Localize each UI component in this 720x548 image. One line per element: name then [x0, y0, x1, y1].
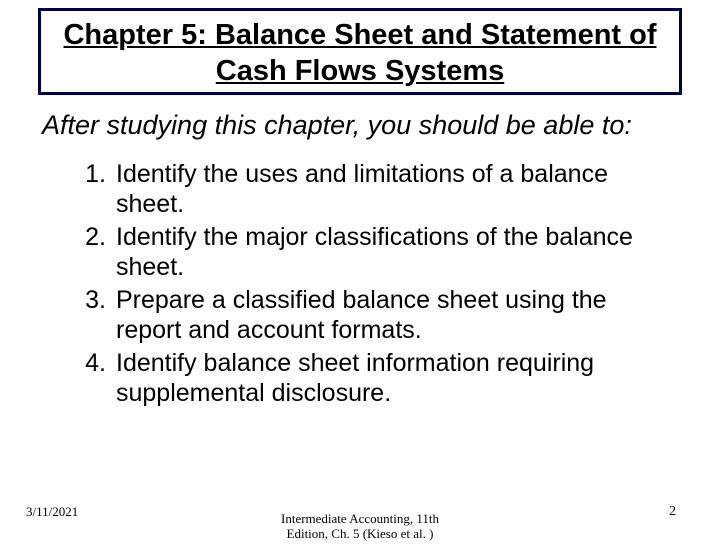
footer-page-number: 2 [669, 504, 676, 520]
chapter-title-box: Chapter 5: Balance Sheet and Statement o… [38, 8, 682, 95]
objective-number: 3. [70, 285, 116, 346]
objective-text: Identify balance sheet information requi… [116, 348, 678, 409]
intro-text: After studying this chapter, you should … [42, 109, 678, 141]
footer-source-line2: Edition, Ch. 5 (Kieso et al. ) [287, 526, 434, 541]
list-item: 2. Identify the major classifications of… [70, 222, 678, 283]
objective-number: 1. [70, 159, 116, 220]
objective-number: 4. [70, 348, 116, 409]
list-item: 1. Identify the uses and limitations of … [70, 159, 678, 220]
learning-objectives-list: 1. Identify the uses and limitations of … [70, 159, 678, 409]
objective-text: Prepare a classified balance sheet using… [116, 285, 678, 346]
list-item: 3. Prepare a classified balance sheet us… [70, 285, 678, 346]
footer-source-line1: Intermediate Accounting, 11th [281, 511, 439, 526]
chapter-title: Chapter 5: Balance Sheet and Statement o… [51, 17, 669, 90]
objective-number: 2. [70, 222, 116, 283]
list-item: 4. Identify balance sheet information re… [70, 348, 678, 409]
objective-text: Identify the uses and limitations of a b… [116, 159, 678, 220]
objective-text: Identify the major classifications of th… [116, 222, 678, 283]
footer-source: Intermediate Accounting, 11th Edition, C… [0, 511, 720, 542]
